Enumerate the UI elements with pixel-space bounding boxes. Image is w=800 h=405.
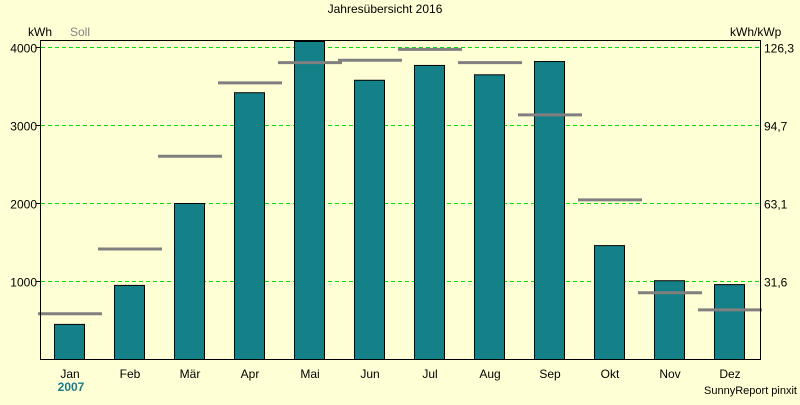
bar-Sep xyxy=(534,61,565,360)
y-axis-label: kWh xyxy=(28,25,52,39)
bar-Okt xyxy=(594,245,625,360)
y-right-tick-label: 63,1 xyxy=(764,198,788,212)
footer: SunnyReport pinxit xyxy=(704,385,797,397)
plot-frame xyxy=(40,40,761,360)
x-tick-label: Jan xyxy=(60,367,79,381)
y-tick-label: 2000 xyxy=(10,198,37,212)
chart-title: Jahresübersicht 2016 xyxy=(328,2,443,16)
year-label: 2007 xyxy=(58,380,85,394)
x-tick-label: Dez xyxy=(719,367,740,381)
legend-soll: Soll xyxy=(70,25,90,39)
y-right-tick-label: 126,3 xyxy=(764,42,794,56)
x-tick-label: Sep xyxy=(539,367,561,381)
y-tick-label: 4000 xyxy=(10,42,37,56)
bar-Jul xyxy=(414,64,445,360)
bar-Mär xyxy=(174,203,205,360)
x-tick-label: Jul xyxy=(422,367,437,381)
bar-Apr xyxy=(234,92,265,361)
x-tick-label: Aug xyxy=(479,367,500,381)
x-tick-label: Nov xyxy=(659,367,680,381)
x-tick-label: Okt xyxy=(601,367,620,381)
bar-Aug xyxy=(474,74,505,361)
bar-Dez xyxy=(714,284,745,360)
x-tick-label: Apr xyxy=(241,367,260,381)
y-tick-label: 3000 xyxy=(10,120,37,134)
y-right-tick-label: 31,6 xyxy=(764,276,788,290)
y-tick-label: 1000 xyxy=(10,276,37,290)
y-axis-right-label: kWh/kWp xyxy=(730,25,782,39)
x-tick-label: Jun xyxy=(360,367,379,381)
bar-Jun xyxy=(354,79,385,360)
bar-Feb xyxy=(114,284,145,360)
x-tick-label: Mai xyxy=(300,367,319,381)
x-tick-label: Feb xyxy=(120,367,141,381)
x-tick-label: Mär xyxy=(180,367,201,381)
bar-Mai xyxy=(294,41,325,360)
y-right-tick-label: 94,7 xyxy=(764,120,788,134)
bar-Jan xyxy=(54,323,85,360)
